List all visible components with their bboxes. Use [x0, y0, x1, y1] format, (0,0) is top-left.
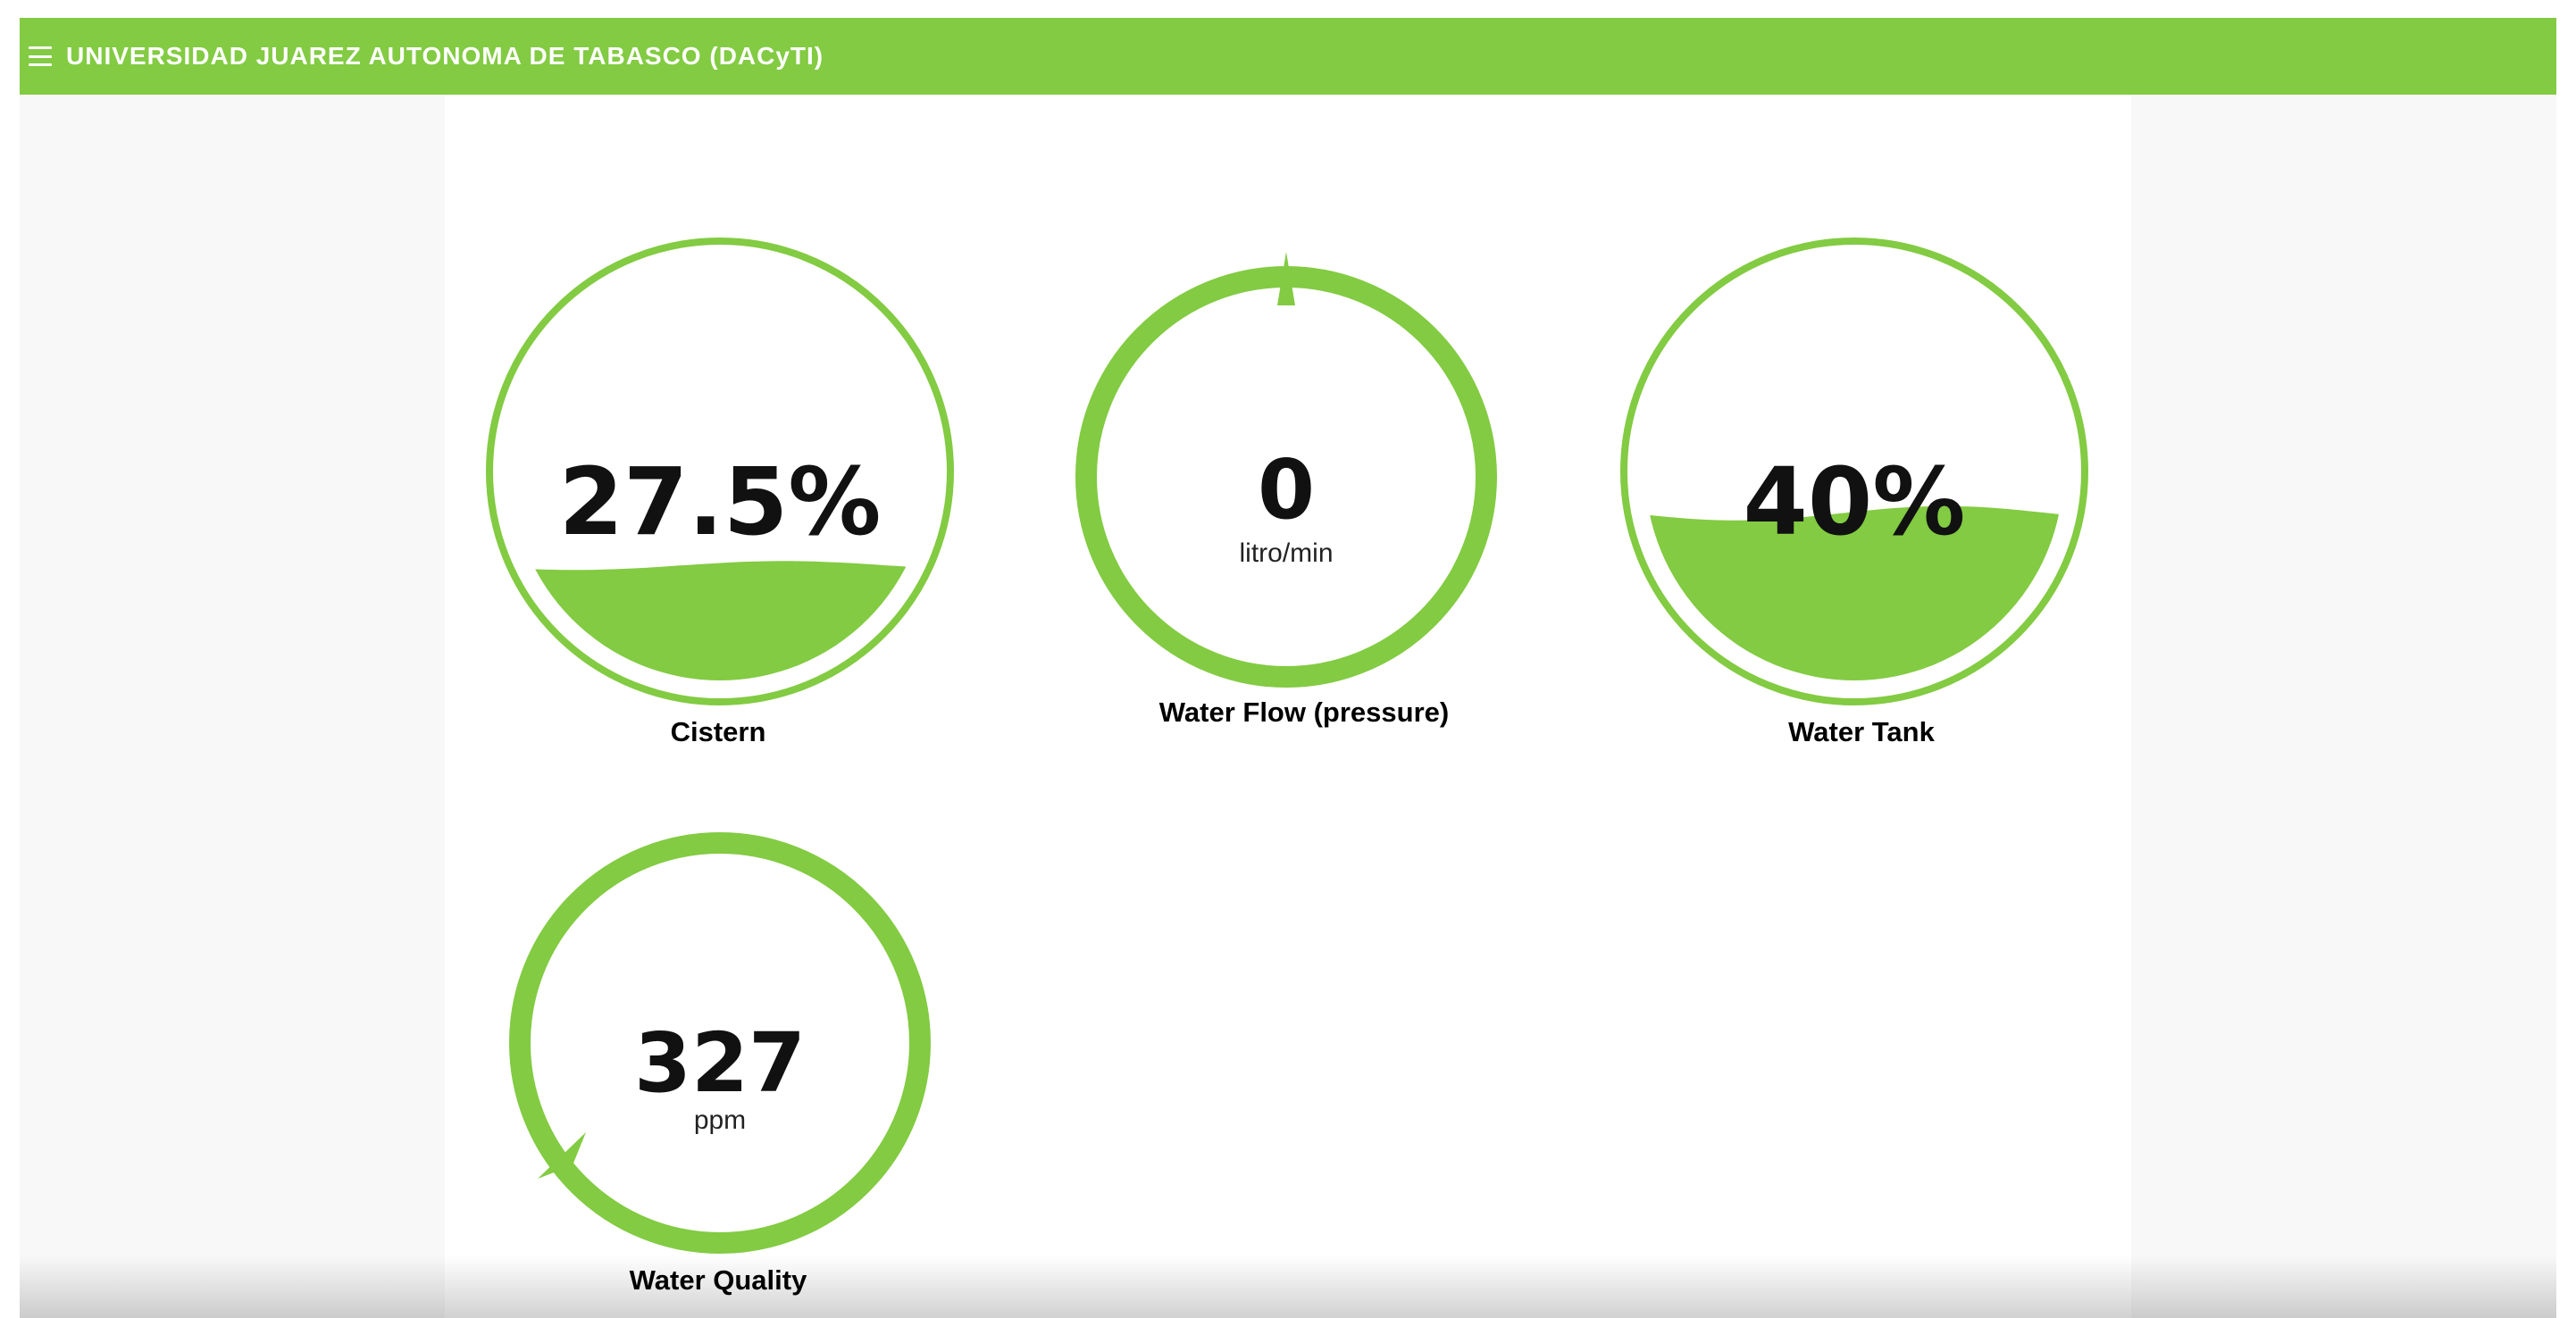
water-flow-label: Water Flow (pressure) [1158, 697, 1450, 728]
water-quality-unit: ppm [694, 1105, 746, 1135]
water-quality-value: 327 [634, 1015, 806, 1111]
water-flow-gauge: 0 litro/min [1075, 252, 1497, 688]
right-gutter [2131, 95, 2556, 1318]
water-tank-label: Water Tank [1788, 716, 1935, 747]
cistern-gauge-ring [486, 238, 954, 705]
water-quality-gauge-ring [509, 832, 931, 1254]
water-flow-needle-marker [1277, 252, 1295, 305]
cistern-label: Cistern [670, 716, 766, 747]
dashboard-panel: 27.5% 0 litro/min 40% 327 ppm Cistern Wa… [445, 95, 2131, 1318]
water-tank-value: 40% [1744, 447, 1966, 556]
cistern-value: 27.5% [559, 447, 882, 556]
water-quality-needle-marker [538, 1132, 586, 1179]
water-flow-unit: litro/min [1239, 538, 1333, 568]
top-app-bar: UNIVERSIDAD JUAREZ AUTONOMA DE TABASCO (… [20, 18, 2556, 95]
water-tank-liquid-fill [1645, 505, 2063, 680]
cistern-liquid-fill [511, 561, 929, 680]
water-tank-gauge-ring [1620, 238, 2088, 705]
left-gutter [20, 95, 445, 1318]
water-quality-label: Water Quality [629, 1264, 807, 1296]
cistern-gauge: 27.5% [486, 238, 954, 705]
water-tank-gauge: 40% [1620, 238, 2088, 705]
hamburger-menu-icon[interactable] [29, 46, 52, 66]
app-title: UNIVERSIDAD JUAREZ AUTONOMA DE TABASCO (… [66, 42, 824, 70]
gauges-canvas: 27.5% 0 litro/min 40% 327 ppm [486, 238, 2088, 1254]
water-quality-gauge: 327 ppm [509, 832, 931, 1254]
water-flow-value: 0 [1258, 442, 1315, 538]
